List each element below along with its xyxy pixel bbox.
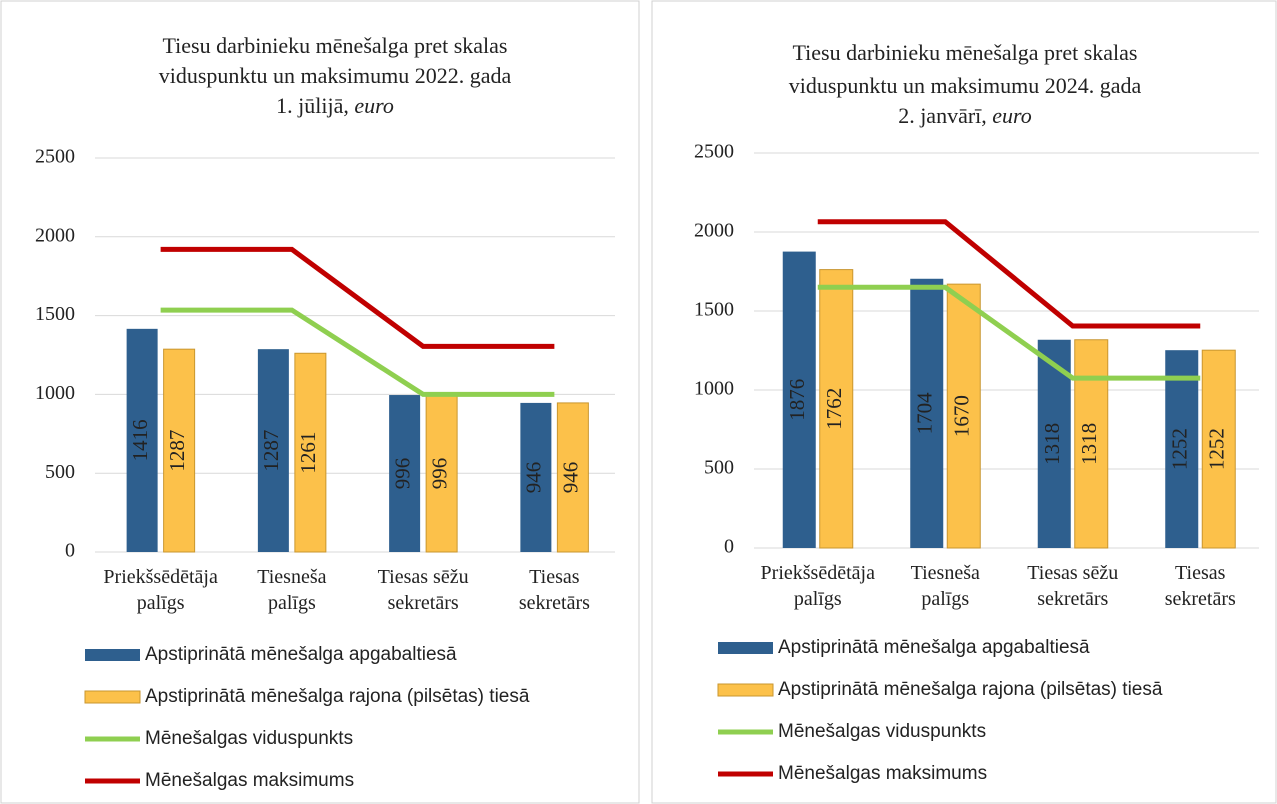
legend-label: Mēnešalgas viduspunkts: [145, 728, 353, 749]
x-tick-label: Tiesneša palīgs: [911, 562, 980, 610]
legend-label: Apstiprinātā mēnešalga rajona (pilsētas)…: [145, 686, 530, 707]
x-tick-label: Tiesneša palīgs: [257, 566, 326, 614]
data-label: 996: [390, 458, 414, 490]
x-tick-label-line: palīgs: [268, 592, 316, 614]
x-tick-label-line: Tiesas: [1175, 562, 1226, 584]
x-tick-label-line: Tiesneša: [257, 566, 326, 588]
bar: [819, 269, 854, 549]
chart-title-unit: euro: [354, 93, 394, 118]
bar: [782, 251, 816, 549]
bar: [389, 395, 421, 552]
x-tick-label-line: Priekšsēdētāja: [103, 566, 218, 588]
legend-label: Mēnešalgas viduspunkts: [778, 721, 986, 742]
chart-title: 2. janvārī,: [898, 103, 987, 128]
bar: [257, 349, 289, 552]
data-label: 1318: [1077, 423, 1101, 465]
legend-swatch: [717, 683, 774, 697]
data-label: 1318: [1040, 423, 1064, 465]
bar: [520, 402, 552, 552]
bar: [556, 402, 589, 553]
x-tick-label-line: palīgs: [921, 588, 969, 610]
y-tick-label: 2500: [35, 146, 75, 168]
legend-label: Apstiprinātā mēnešalga rajona (pilsētas)…: [778, 679, 1163, 700]
chart-title: viduspunktu un maksimumu 2024. gada: [789, 73, 1142, 98]
data-label: 1416: [128, 419, 152, 461]
y-tick-label: 0: [724, 536, 734, 558]
chart-title: Tiesu darbinieku mēnešalga pret skalas: [793, 40, 1138, 65]
y-tick-label: 1500: [35, 303, 75, 325]
data-label: 1252: [1205, 428, 1229, 470]
y-tick-label: 2000: [35, 224, 75, 246]
data-label: 1252: [1168, 428, 1192, 470]
x-tick-label: Priekšsēdētāja palīgs: [103, 566, 218, 614]
chart-title-unit: euro: [992, 103, 1032, 128]
x-tick-label: Priekšsēdētāja palīgs: [761, 562, 876, 610]
x-tick-label-line: Priekšsēdētāja: [761, 562, 876, 584]
line: [817, 284, 1201, 381]
x-tick-label-line: sekretārs: [1165, 588, 1236, 610]
legend-swatch: [84, 690, 141, 704]
bar: [1165, 350, 1199, 548]
data-label: 1287: [165, 430, 189, 472]
x-tick-label: Tiesas sēžu sekretārs: [378, 566, 469, 614]
y-tick-label: 0: [65, 540, 75, 562]
y-tick-label: 500: [45, 461, 75, 483]
legend-swatch: [718, 642, 773, 654]
chart-title: 1. jūlijā,: [276, 93, 349, 118]
data-label: 1704: [913, 392, 937, 435]
y-tick-label: 1500: [694, 299, 734, 321]
line: [160, 307, 555, 397]
bar: [1201, 349, 1236, 549]
data-label: 946: [522, 462, 546, 494]
data-label: 1287: [259, 430, 283, 472]
legend-label: Mēnešalgas maksimums: [145, 770, 354, 791]
chart-title: viduspunktu un maksimumu 2022. gada: [159, 63, 512, 88]
line: [817, 219, 1201, 329]
x-tick-label: Tiesas sēžu sekretārs: [1027, 562, 1118, 610]
data-label: 1762: [822, 388, 846, 430]
bar: [294, 352, 327, 553]
chart-title: 1. jūlijā, euro: [276, 93, 394, 118]
y-tick-label: 500: [704, 457, 734, 479]
x-tick-label: Tiesas sekretārs: [519, 566, 590, 614]
bar: [946, 283, 981, 549]
data-label: 1876: [785, 379, 809, 421]
legend-label: Apstiprinātā mēnešalga apgabaltiesā: [778, 637, 1090, 658]
x-tick-label: Tiesas sekretārs: [1165, 562, 1236, 610]
legend-label: Mēnešalgas maksimums: [778, 763, 987, 784]
x-tick-label-line: Tiesas: [529, 566, 580, 588]
x-tick-label-line: sekretārs: [519, 592, 590, 614]
legend-label: Apstiprinātā mēnešalga apgabaltiesā: [145, 644, 457, 665]
x-tick-label-line: Tiesas sēžu: [378, 566, 469, 588]
line: [160, 246, 555, 349]
data-label: 996: [427, 458, 451, 490]
bar: [1074, 339, 1109, 549]
data-label: 946: [559, 462, 583, 494]
x-tick-label-line: sekretārs: [388, 592, 459, 614]
bar: [910, 278, 944, 548]
x-tick-label-line: palīgs: [794, 588, 842, 610]
x-tick-label-line: Tiesneša: [911, 562, 980, 584]
y-tick-label: 1000: [35, 382, 75, 404]
y-tick-label: 2000: [694, 220, 734, 242]
chart-title: 2. janvārī, euro: [898, 103, 1032, 128]
bar: [163, 348, 196, 553]
data-label: 1261: [296, 432, 320, 474]
x-tick-label-line: Tiesas sēžu: [1027, 562, 1118, 584]
bar: [425, 394, 458, 553]
data-label: 1670: [950, 395, 974, 437]
y-tick-label: 1000: [694, 378, 734, 400]
x-tick-label-line: sekretārs: [1037, 588, 1108, 610]
y-tick-label: 2500: [694, 141, 734, 163]
x-tick-label-line: palīgs: [137, 592, 185, 614]
chart-title: Tiesu darbinieku mēnešalga pret skalas: [163, 33, 508, 58]
bar: [126, 328, 158, 552]
legend-swatch: [85, 649, 140, 661]
